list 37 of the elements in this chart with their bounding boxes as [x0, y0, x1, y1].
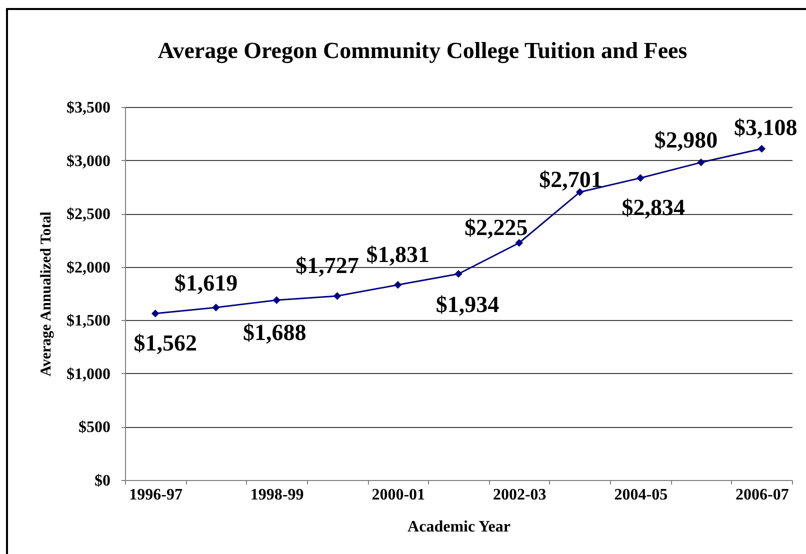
point — [697, 158, 705, 166]
point — [758, 144, 766, 153]
point — [515, 239, 524, 247]
x-tick-label: 1998-99 — [250, 486, 304, 504]
data-label: $1,619 — [174, 270, 238, 296]
x-tick-label: 1996-97 — [129, 486, 182, 504]
data-label: $2,834 — [622, 194, 686, 220]
y-tick-label: $2,500 — [66, 206, 110, 224]
data-label: $1,688 — [242, 320, 306, 346]
y-tick-label: $3,000 — [66, 152, 110, 170]
x-axis-title: Academic Year — [408, 518, 510, 536]
y-tick-label: $0 — [94, 472, 110, 490]
y-tick-label: $2,000 — [66, 259, 110, 276]
point — [151, 310, 160, 318]
data-label: $1,934 — [436, 292, 500, 317]
point — [272, 296, 280, 304]
point — [394, 280, 402, 289]
data-label: $2,225 — [464, 214, 528, 240]
data-label: $3,108 — [734, 114, 798, 140]
chart-title: Average Oregon Community College Tuition and Fees — [158, 38, 688, 64]
data-label: $1,562 — [134, 330, 197, 356]
y-tick-label: $1,000 — [66, 366, 110, 383]
point — [454, 270, 462, 278]
data-label: $1,831 — [366, 242, 430, 267]
point — [636, 174, 644, 182]
point — [333, 292, 342, 300]
data-label: $2,701 — [539, 167, 602, 192]
x-tick-label: 2000-01 — [372, 486, 426, 504]
y-tick-label: $1,500 — [66, 312, 110, 330]
y-tick-label: $3,500 — [66, 100, 110, 116]
x-tick-label: 2006-07 — [736, 486, 789, 504]
x-tick-label: 2002-03 — [492, 486, 546, 504]
y-tick-label: $500 — [78, 419, 110, 436]
y-axis-title: Average Annualized Total — [38, 212, 54, 376]
x-tick-label: 2004-05 — [614, 486, 668, 504]
point — [212, 304, 220, 312]
data-label: $2,980 — [654, 127, 718, 152]
